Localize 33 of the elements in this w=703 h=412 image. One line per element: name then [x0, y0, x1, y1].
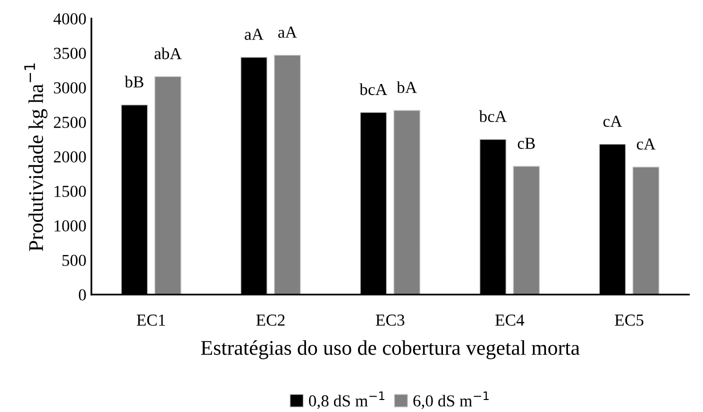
x-tick-label: EC3: [376, 314, 404, 326]
bar: [632, 166, 660, 295]
y-tick-label: 500: [62, 254, 86, 266]
legend-label: 0,8 dS m$^{−1}$: [308, 392, 384, 409]
bar: [393, 110, 420, 295]
y-tick-label: 0: [78, 289, 86, 301]
x-tick-label: EC2: [256, 314, 285, 326]
y-tick-label: 1500: [54, 186, 86, 198]
legend-label: 6,0 dS m$^{−1}$: [413, 392, 489, 409]
y-tick-label: 3500: [54, 48, 86, 59]
y-tick-label: 3000: [54, 82, 86, 94]
y-tick-label: 4000: [54, 13, 86, 24]
data-label: bB: [124, 76, 144, 88]
bar: [154, 76, 182, 295]
data-label: cB: [518, 138, 535, 149]
x-tick-label: EC4: [495, 314, 524, 326]
data-label: bcA: [360, 83, 388, 96]
y-tick-label: 2000: [54, 151, 86, 163]
data-label: bcA: [479, 110, 507, 122]
data-label: cA: [603, 116, 622, 127]
bar: [274, 54, 301, 295]
y-tick-label: 2500: [54, 116, 86, 128]
x-tick-label: EC1: [136, 314, 165, 326]
data-label: bA: [396, 81, 417, 94]
data-label: aA: [278, 26, 297, 38]
y-tick-label: 1000: [54, 220, 86, 232]
x-tick-label: EC5: [614, 314, 644, 326]
x-axis-title: Estratégias do uso de cobertura vegetal morta: [201, 340, 580, 360]
bar: [512, 166, 540, 295]
data-label: cA: [636, 138, 656, 150]
data-label: abA: [154, 48, 182, 60]
data-label: aA: [244, 28, 264, 40]
y-axis-title: Produtividade kg ha$^{−1}$: [24, 64, 48, 252]
